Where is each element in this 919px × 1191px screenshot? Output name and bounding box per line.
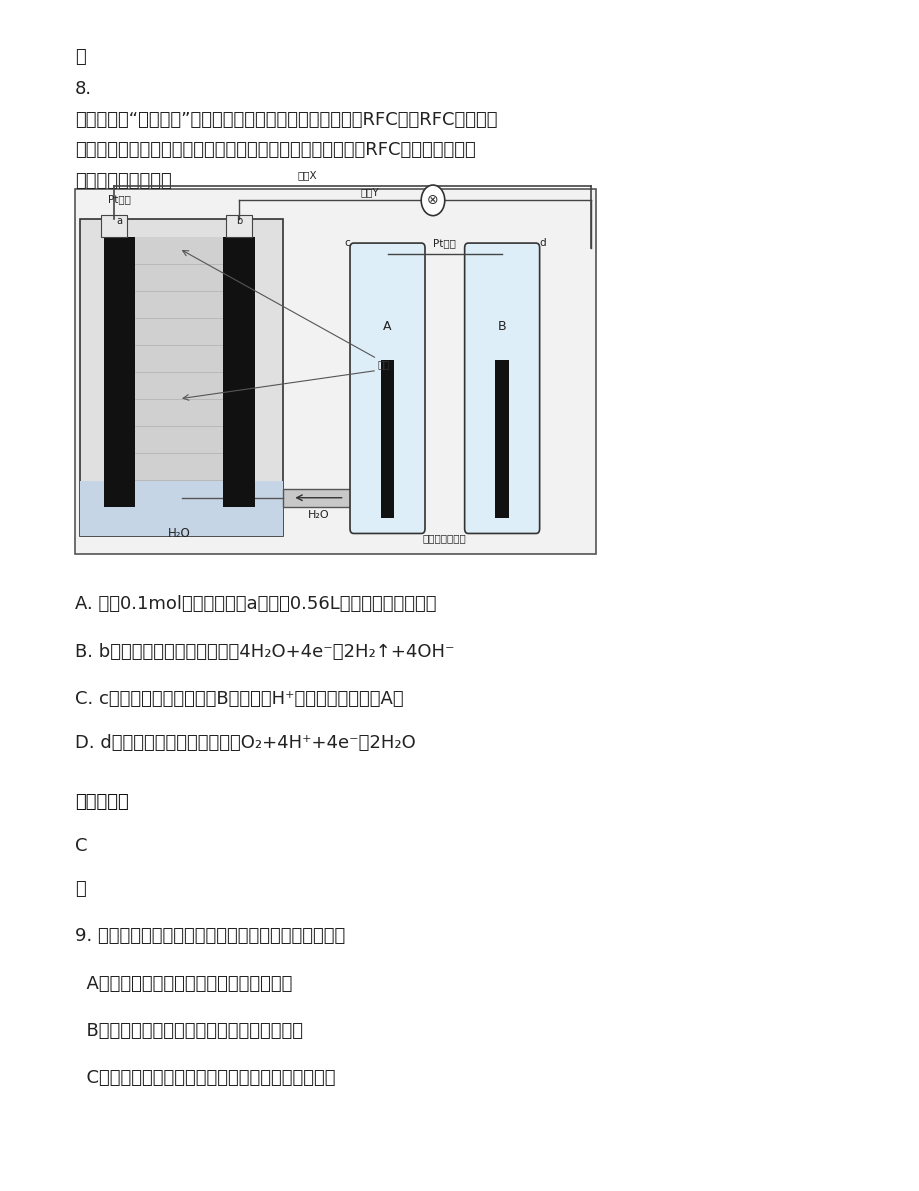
Text: A．两种元素组成的分子中一定只有极性键: A．两种元素组成的分子中一定只有极性键 <box>74 974 292 992</box>
Text: 略: 略 <box>74 48 85 67</box>
FancyBboxPatch shape <box>464 243 539 534</box>
Text: A: A <box>383 320 391 333</box>
Bar <box>80 481 283 536</box>
Text: Pt电极: Pt电极 <box>108 194 130 204</box>
Text: a: a <box>116 216 122 226</box>
Bar <box>104 237 135 507</box>
Bar <box>135 237 223 507</box>
Text: B．离子化合物的熳点一定比共价化合物的高: B．离子化合物的熳点一定比共价化合物的高 <box>74 1022 302 1040</box>
Text: 空间实验室“天宫一号”的供电系统中有再生氢氧燃料电池（RFC），RFC是一种将: 空间实验室“天宫一号”的供电系统中有再生氢氧燃料电池（RFC），RFC是一种将 <box>74 111 497 129</box>
Bar <box>380 360 394 518</box>
Text: H₂O: H₂O <box>167 526 190 540</box>
Bar <box>74 189 596 554</box>
Text: 酸性电解质溶液: 酸性电解质溶液 <box>423 534 466 543</box>
Text: d: d <box>539 238 546 248</box>
Text: 气体Y: 气体Y <box>360 187 379 197</box>
Text: 略: 略 <box>74 880 85 898</box>
Bar <box>101 214 127 237</box>
Text: ⊗: ⊗ <box>426 193 438 207</box>
Text: Pt电极: Pt电极 <box>433 238 456 248</box>
Bar <box>226 214 252 237</box>
FancyBboxPatch shape <box>349 243 425 534</box>
Text: C．只由非金属元素组成的化合物一定是共价化合物: C．只由非金属元素组成的化合物一定是共价化合物 <box>74 1068 335 1086</box>
Text: 8.: 8. <box>74 80 92 98</box>
Text: H₂O: H₂O <box>307 511 329 520</box>
Text: 9. 下列有关化学键与晶体结构的有关说法中，正确的是: 9. 下列有关化学键与晶体结构的有关说法中，正确的是 <box>74 928 345 946</box>
Bar <box>80 219 283 536</box>
Bar <box>223 237 255 507</box>
Text: C. c电极上进行还原反应，B电池中的H⁺可以通过隔膜进入A池: C. c电极上进行还原反应，B电池中的H⁺可以通过隔膜进入A池 <box>74 690 403 707</box>
Text: B. b电极上发生的电极反应是：4H₂O+4e⁻＝2H₂↑+4OH⁻: B. b电极上发生的电极反应是：4H₂O+4e⁻＝2H₂↑+4OH⁻ <box>74 643 454 661</box>
Text: c: c <box>344 238 349 248</box>
Text: 参考答案：: 参考答案： <box>74 793 129 811</box>
Text: B: B <box>497 320 505 333</box>
Text: C: C <box>74 837 87 855</box>
Bar <box>283 488 353 507</box>
Text: 气体X: 气体X <box>297 170 316 180</box>
Text: D. d电极上发生的电极反应是：O₂+4H⁺+4e⁻＝2H₂O: D. d电极上发生的电极反应是：O₂+4H⁺+4e⁻＝2H₂O <box>74 735 415 753</box>
Circle shape <box>421 185 444 216</box>
Text: 水电解技术与氢氧燃料电池技术相结合的可充电电池。下图为RFC工作原理示意图: 水电解技术与氢氧燃料电池技术相结合的可充电电池。下图为RFC工作原理示意图 <box>74 142 475 160</box>
Bar <box>494 360 508 518</box>
Text: A. 当有0.1mol电子转移时，a电极产0.56L气体（标准状况下）: A. 当有0.1mol电子转移时，a电极产0.56L气体（标准状况下） <box>74 596 436 613</box>
Text: 隔膜: 隔膜 <box>377 360 389 369</box>
Text: b: b <box>235 216 242 226</box>
Text: ，有关说法正确的是: ，有关说法正确的是 <box>74 172 172 189</box>
